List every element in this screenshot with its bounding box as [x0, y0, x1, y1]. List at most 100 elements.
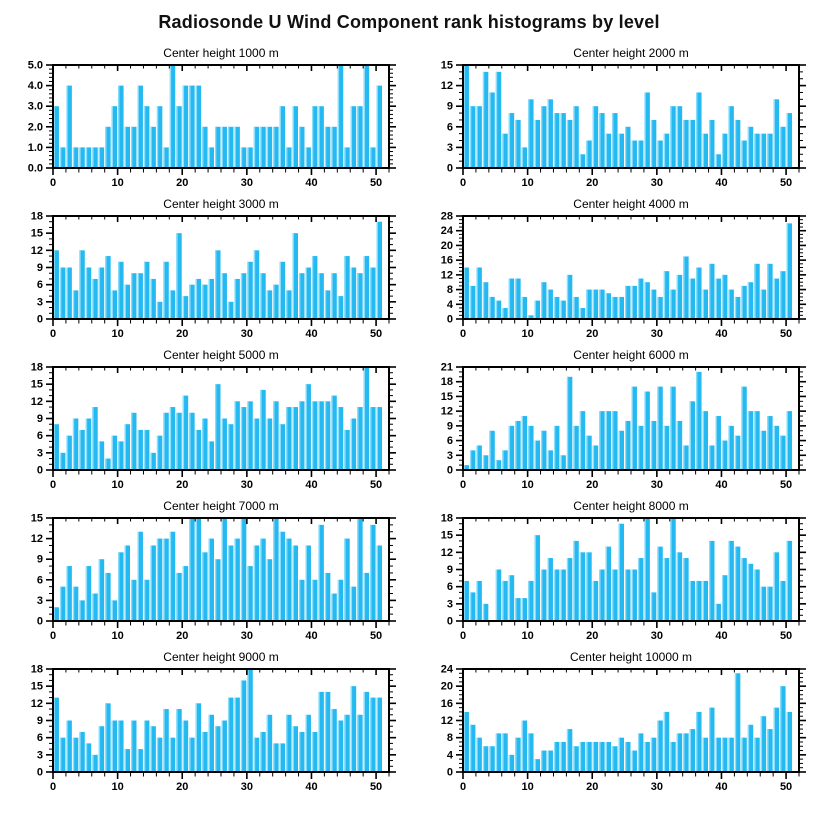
svg-text:10: 10: [111, 328, 123, 340]
svg-text:9: 9: [37, 715, 43, 727]
subplot-6: Center height 6000 m 0 3 6 9 12 15 18 21 0 10 20 30 4…: [417, 346, 811, 496]
histogram-chart: Center height 3000 m 0 3 6 9 12 15 18 0 10 20 30 40 5…: [31, 197, 396, 340]
histogram-bars: [53, 669, 383, 772]
subplot-5: Center height 5000 m 0 3 6 9 12 15 18 0 10 20 30 40 5…: [7, 346, 401, 496]
histogram-chart: Center height 10000 m 0 4 8 12 16 20 24 0 10 20 30 4…: [441, 650, 806, 793]
svg-text:24: 24: [441, 664, 454, 676]
chart-title: Center height 3000 m: [163, 197, 278, 211]
svg-text:0: 0: [460, 177, 466, 189]
histogram-bars: [463, 673, 793, 773]
svg-text:12: 12: [441, 80, 453, 92]
svg-text:20: 20: [441, 681, 453, 693]
chart-title: Center height 8000 m: [573, 499, 688, 513]
svg-text:50: 50: [370, 328, 382, 340]
svg-text:40: 40: [305, 177, 317, 189]
svg-text:Center height 9000 m: Center height 9000 m: [163, 650, 278, 664]
subplot-9: Center height 9000 m 0 3 6 9 12 15 18 0 10 20 30 40 5…: [7, 648, 401, 798]
svg-text:12: 12: [441, 406, 453, 418]
svg-text:0: 0: [460, 479, 466, 491]
svg-text:20: 20: [176, 328, 188, 340]
svg-text:10: 10: [521, 630, 533, 642]
svg-text:20: 20: [176, 177, 188, 189]
svg-text:10: 10: [111, 479, 123, 491]
chart-grid: Center height 1000 m 0.0 1.0 2.0 3.0 4.0 5.0 0 1…: [0, 44, 818, 798]
svg-text:50: 50: [780, 781, 792, 793]
svg-text:40: 40: [305, 781, 317, 793]
svg-text:28: 28: [441, 211, 453, 223]
svg-text:30: 30: [651, 328, 663, 340]
svg-text:12: 12: [441, 547, 453, 559]
svg-text:15: 15: [31, 228, 43, 240]
histogram-bars: [53, 367, 383, 470]
svg-text:0: 0: [447, 767, 453, 779]
svg-text:Center height 4000 m: Center height 4000 m: [573, 197, 688, 211]
svg-text:15: 15: [31, 681, 43, 693]
svg-text:0: 0: [447, 163, 453, 175]
svg-text:50: 50: [780, 177, 792, 189]
svg-text:40: 40: [715, 177, 727, 189]
svg-text:3: 3: [37, 296, 43, 308]
svg-text:0.0: 0.0: [28, 163, 43, 175]
subplot-1: Center height 1000 m 0.0 1.0 2.0 3.0 4.0 5.0 0 1…: [7, 44, 401, 194]
axis-ticks: [456, 215, 806, 326]
svg-text:10: 10: [521, 177, 533, 189]
subplot-8: Center height 8000 m 0 3 6 9 12 15 18 0 10 20 30 40 5…: [417, 497, 811, 647]
svg-text:9: 9: [447, 420, 453, 432]
svg-text:10: 10: [521, 479, 533, 491]
svg-text:Center height 1000 m: Center height 1000 m: [163, 46, 278, 60]
svg-text:10: 10: [111, 630, 123, 642]
chart-title: Center height 10000 m: [570, 650, 692, 664]
svg-text:10: 10: [111, 177, 123, 189]
svg-text:6: 6: [447, 435, 453, 447]
svg-text:18: 18: [31, 664, 43, 676]
svg-text:20: 20: [176, 781, 188, 793]
svg-text:15: 15: [441, 60, 453, 72]
subplot-7: Center height 7000 m 0 3 6 9 12 15 0 10 20 30 40 50: [7, 497, 401, 647]
axis-ticks: [46, 668, 396, 779]
histogram-chart: Center height 5000 m 0 3 6 9 12 15 18 0 10 20 30 40 5…: [31, 348, 396, 491]
svg-text:Center height 2000 m: Center height 2000 m: [573, 46, 688, 60]
svg-text:9: 9: [37, 554, 43, 566]
svg-text:40: 40: [715, 630, 727, 642]
svg-text:5.0: 5.0: [28, 60, 43, 72]
svg-text:15: 15: [31, 379, 43, 391]
svg-text:20: 20: [586, 479, 598, 491]
axis-ticks: [46, 366, 396, 477]
svg-text:0: 0: [37, 314, 43, 326]
axis-tick-labels: 0 3 6 9 12 15 0 10 20 30 40 50: [31, 513, 382, 643]
chart-title: Center height 1000 m: [163, 46, 278, 60]
axis-tick-labels: 0.0 1.0 2.0 3.0 4.0 5.0 0 10 20 30 40 50: [28, 60, 382, 190]
svg-text:0: 0: [50, 328, 56, 340]
axis-ticks: [456, 64, 806, 175]
svg-text:3: 3: [447, 450, 453, 462]
subplot-10: Center height 10000 m 0 4 8 12 16 20 24 0 10 20 30 4…: [417, 648, 811, 798]
svg-text:0: 0: [460, 328, 466, 340]
histogram-chart: Center height 2000 m 0 3 6 9 12 15 0 10 20 30 40 50: [441, 46, 806, 189]
svg-text:0: 0: [447, 314, 453, 326]
svg-text:30: 30: [241, 177, 253, 189]
svg-text:Center height 6000 m: Center height 6000 m: [573, 348, 688, 362]
svg-text:9: 9: [447, 101, 453, 113]
svg-text:3: 3: [447, 598, 453, 610]
svg-text:9: 9: [37, 413, 43, 425]
subplot-2: Center height 2000 m 0 3 6 9 12 15 0 10 20 30 40 50: [417, 44, 811, 194]
svg-text:30: 30: [241, 781, 253, 793]
chart-title: Center height 4000 m: [573, 197, 688, 211]
svg-text:0: 0: [50, 177, 56, 189]
svg-text:18: 18: [31, 211, 43, 223]
svg-text:50: 50: [780, 630, 792, 642]
svg-text:4.0: 4.0: [28, 80, 43, 92]
svg-text:30: 30: [651, 781, 663, 793]
chart-title: Center height 9000 m: [163, 650, 278, 664]
svg-text:30: 30: [651, 479, 663, 491]
svg-text:50: 50: [780, 479, 792, 491]
svg-text:20: 20: [441, 240, 453, 252]
chart-title: Center height 5000 m: [163, 348, 278, 362]
axis-tick-labels: 0 3 6 9 12 15 18 0 10 20 30 40 50: [31, 664, 382, 794]
svg-text:10: 10: [521, 328, 533, 340]
histogram-bars: [463, 518, 793, 621]
axis-ticks: [46, 215, 396, 326]
histogram-chart: Center height 4000 m 0 4 8 12 16 20 24 28 0 10 20 30…: [441, 197, 806, 340]
svg-text:40: 40: [305, 479, 317, 491]
svg-text:21: 21: [441, 362, 453, 374]
